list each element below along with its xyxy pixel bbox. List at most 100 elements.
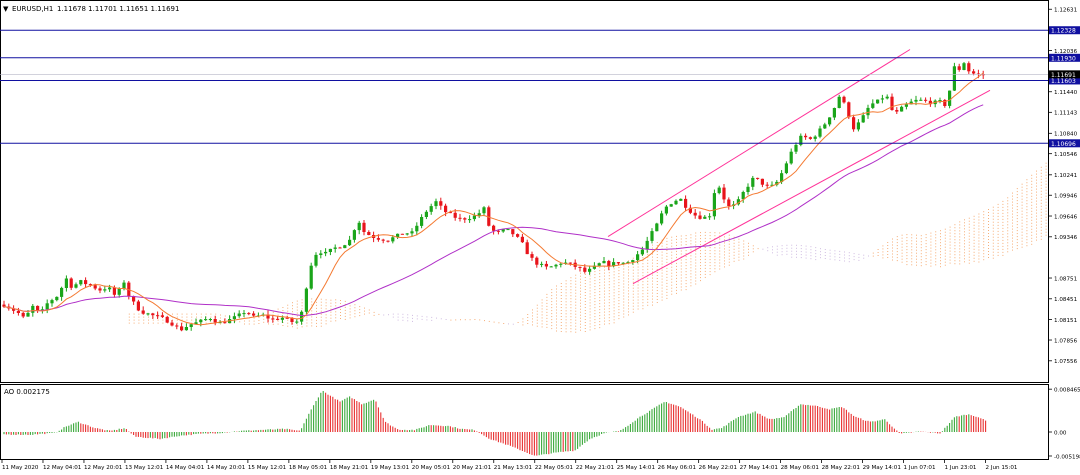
cloud-dot	[536, 325, 538, 327]
cloud-dot	[896, 242, 898, 244]
price-tick-label: 1.10546	[1054, 152, 1078, 158]
cloud-dot	[1012, 216, 1013, 218]
cloud-dot	[978, 216, 980, 218]
cloud-dot	[920, 241, 922, 243]
cloud-dot	[320, 298, 322, 300]
cloud-dot	[527, 323, 529, 324]
cloud-dot	[829, 255, 831, 257]
cloud-dot	[983, 259, 985, 261]
time-tick-label: 19 May 13:01	[371, 465, 410, 471]
cloud-dot	[661, 257, 663, 259]
cloud-dot	[1040, 220, 1042, 222]
cloud-dot	[714, 256, 716, 258]
cloud-dot	[354, 313, 356, 315]
cloud-dot	[676, 277, 677, 279]
cloud-dot	[680, 274, 682, 276]
cloud-dot	[277, 314, 279, 316]
cloud-dot	[642, 293, 644, 295]
cloud-dot	[604, 323, 605, 325]
cloud-dot	[1002, 248, 1004, 250]
cloud-dot	[1002, 203, 1004, 205]
cloud-dot	[330, 311, 332, 313]
cloud-dot	[632, 281, 634, 283]
cloud-dot	[676, 283, 677, 285]
cloud-dot	[594, 289, 596, 291]
cloud-dot	[954, 248, 956, 250]
candle-body	[420, 217, 424, 226]
cloud-dot	[608, 305, 610, 307]
cloud-dot	[743, 252, 745, 254]
cloud-dot	[623, 268, 625, 270]
cloud-dot	[978, 234, 980, 236]
cloud-dot	[997, 206, 999, 208]
cloud-dot	[560, 289, 562, 290]
cloud-dot	[944, 261, 946, 263]
cloud-dot	[311, 325, 313, 327]
cloud-dot	[368, 309, 370, 311]
candle-body	[50, 300, 54, 304]
cloud-dot	[925, 240, 927, 242]
cloud-dot	[1007, 239, 1009, 241]
cloud-dot	[671, 284, 673, 286]
price-tick-label: 1.10241	[1054, 173, 1078, 179]
cloud-dot	[589, 323, 591, 325]
cloud-dot	[575, 301, 577, 303]
cloud-dot	[1021, 222, 1023, 224]
cloud-dot	[949, 241, 951, 243]
cloud-dot	[1036, 188, 1037, 190]
menu-arrow-icon[interactable]: ▼	[3, 5, 9, 13]
cloud-dot	[608, 296, 610, 298]
cloud-dot	[704, 267, 706, 269]
cloud-dot	[1040, 238, 1042, 240]
cloud-dot	[685, 280, 687, 282]
cloud-dot	[728, 261, 730, 263]
cloud-dot	[546, 314, 548, 316]
cloud-dot	[892, 244, 893, 246]
cloud-dot	[325, 323, 327, 325]
cloud-dot	[1026, 179, 1028, 181]
cloud-dot	[656, 272, 658, 273]
cloud-dot	[935, 252, 937, 254]
cloud-dot	[623, 313, 625, 315]
cloud-dot	[335, 302, 337, 304]
ichimoku-cloud	[128, 162, 1047, 333]
cloud-dot	[892, 256, 893, 258]
cloud-dot	[992, 230, 994, 232]
cloud-dot	[1031, 201, 1033, 203]
cloud-dot	[896, 236, 898, 238]
current-price-label: 1.11691	[1051, 72, 1076, 79]
cloud-dot	[1040, 187, 1042, 189]
candle-body	[79, 280, 83, 285]
cloud-dot	[964, 258, 965, 260]
cloud-dot	[623, 295, 625, 297]
cloud-dot	[565, 331, 567, 333]
cloud-dot	[560, 292, 562, 293]
candle-body	[170, 322, 174, 326]
cloud-dot	[901, 243, 903, 245]
cloud-dot	[700, 232, 701, 234]
cloud-dot	[320, 304, 322, 306]
cloud-dot	[988, 215, 989, 216]
cloud-dot	[992, 257, 994, 259]
cloud-dot	[661, 242, 663, 244]
cloud-dot	[599, 294, 601, 296]
cloud-dot	[911, 234, 913, 236]
cloud-dot	[978, 255, 980, 257]
cloud-dot	[988, 227, 989, 228]
cloud-dot	[661, 245, 663, 247]
candle-body	[237, 313, 241, 317]
cloud-dot	[973, 254, 975, 256]
cloud-dot	[882, 248, 884, 250]
candle-body	[434, 201, 438, 207]
candle-body	[314, 254, 318, 266]
cloud-dot	[728, 264, 730, 266]
cloud-dot	[676, 235, 677, 237]
cloud-dot	[944, 231, 946, 233]
cloud-dot	[935, 258, 937, 260]
cloud-dot	[613, 268, 615, 270]
cloud-dot	[733, 260, 735, 262]
level-price-label: 1.11603	[1051, 78, 1076, 85]
cloud-dot	[167, 322, 169, 324]
